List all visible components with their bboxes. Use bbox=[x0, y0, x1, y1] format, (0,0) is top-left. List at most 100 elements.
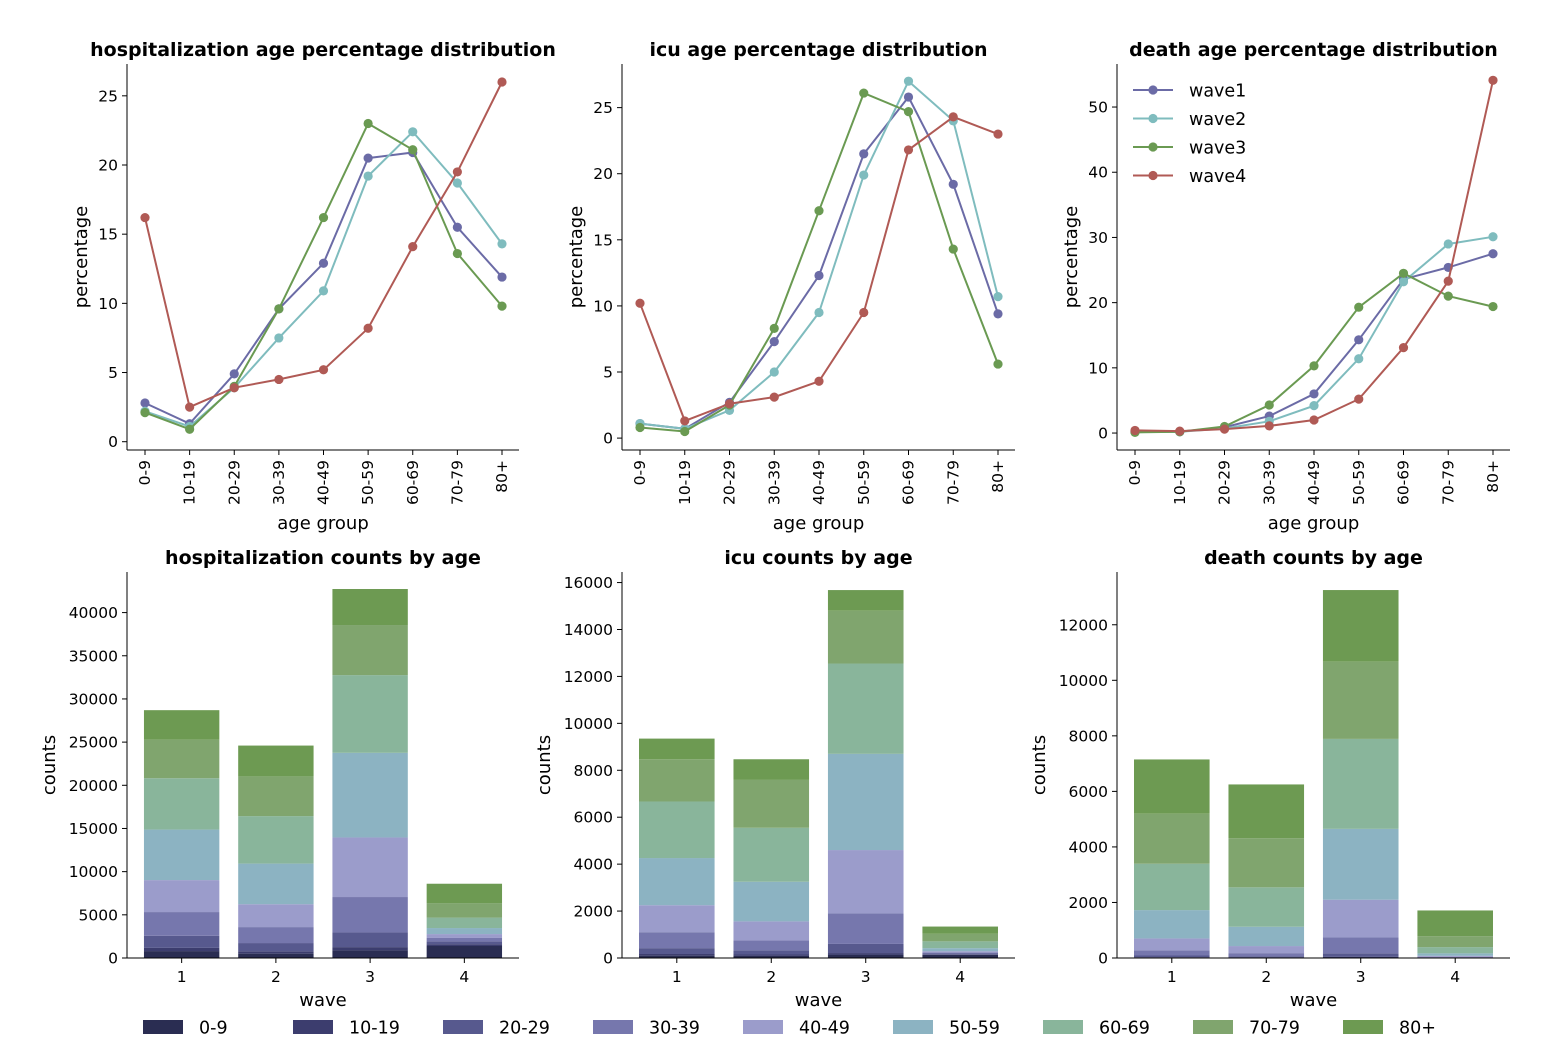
x-tick-label: 80+ bbox=[1484, 460, 1502, 493]
bar-segment-70-79 bbox=[733, 779, 810, 828]
y-axis-label: percentage bbox=[566, 206, 587, 308]
legend-label: 30-39 bbox=[649, 1019, 700, 1039]
y-tick-label: 16000 bbox=[564, 574, 613, 592]
data-point-wave3 bbox=[1354, 302, 1364, 312]
data-point-wave4 bbox=[1354, 394, 1364, 404]
legend-swatch bbox=[293, 1020, 333, 1034]
legend-marker bbox=[1148, 113, 1158, 124]
bar-segment-80+ bbox=[332, 589, 408, 626]
bar-segment-20-29 bbox=[1228, 956, 1305, 958]
data-point-wave1 bbox=[948, 179, 958, 189]
data-point-wave4 bbox=[769, 392, 779, 402]
y-tick-label: 4000 bbox=[1069, 838, 1108, 856]
x-tick-label: 0-9 bbox=[136, 460, 154, 485]
y-tick-label: 0 bbox=[603, 430, 613, 448]
y-tick-label: 10 bbox=[1088, 359, 1108, 377]
y-tick-label: 30000 bbox=[69, 690, 118, 708]
data-point-wave3 bbox=[274, 304, 284, 314]
bar-segment-80+ bbox=[922, 926, 998, 934]
x-tick-label: 2 bbox=[766, 968, 776, 986]
bar-segment-0-9 bbox=[827, 954, 904, 958]
y-tick-label: 40 bbox=[1088, 164, 1108, 182]
x-tick-label: 80+ bbox=[493, 460, 511, 493]
legend-label: 20-29 bbox=[499, 1019, 550, 1039]
x-tick-label: 30-39 bbox=[270, 460, 288, 505]
bar-segment-40-49 bbox=[639, 905, 715, 933]
data-point-wave1 bbox=[859, 149, 869, 159]
bar-segment-0-9 bbox=[332, 950, 408, 958]
bar-segment-40-49 bbox=[922, 951, 998, 953]
bar-segment-10-19 bbox=[426, 944, 503, 946]
legend-marker bbox=[1148, 170, 1158, 181]
y-tick-label: 0 bbox=[1098, 950, 1108, 968]
y-tick-label: 25 bbox=[98, 87, 118, 105]
bar-segment-0-9 bbox=[922, 954, 998, 958]
data-point-wave1 bbox=[363, 153, 373, 163]
y-tick-label: 8000 bbox=[574, 762, 613, 780]
legend-label: 0-9 bbox=[199, 1019, 228, 1039]
data-point-wave1 bbox=[1354, 335, 1364, 345]
data-point-wave4 bbox=[1130, 425, 1140, 436]
bar-segment-20-29 bbox=[238, 943, 314, 952]
y-tick-label: 35000 bbox=[69, 647, 118, 665]
bar-segment-80+ bbox=[1417, 910, 1493, 937]
data-point-wave1 bbox=[497, 272, 507, 282]
legend-label: 60-69 bbox=[1099, 1019, 1150, 1039]
x-tick-label: 3 bbox=[365, 968, 375, 986]
data-point-wave1 bbox=[229, 369, 239, 379]
data-point-wave4 bbox=[859, 307, 869, 318]
y-tick-label: 4000 bbox=[574, 856, 613, 874]
data-point-wave1 bbox=[140, 398, 150, 408]
bar-segment-40-49 bbox=[1134, 938, 1210, 951]
data-point-wave2 bbox=[1354, 354, 1364, 364]
y-tick-label: 10 bbox=[593, 297, 613, 315]
bar-segment-10-19 bbox=[238, 951, 314, 954]
bar-segment-70-79 bbox=[1228, 838, 1305, 888]
x-tick-label: 70-79 bbox=[944, 460, 962, 505]
data-point-wave2 bbox=[408, 127, 418, 137]
y-tick-label: 0 bbox=[1098, 425, 1108, 443]
x-tick-label: 20-29 bbox=[1216, 460, 1234, 505]
bar-segment-70-79 bbox=[332, 625, 408, 676]
bar-segment-50-59 bbox=[238, 863, 314, 905]
bar-segment-50-59 bbox=[827, 753, 904, 851]
data-point-wave1 bbox=[1488, 249, 1498, 259]
y-axis-label: percentage bbox=[71, 206, 92, 308]
data-point-wave4 bbox=[1219, 424, 1230, 434]
legend-swatch bbox=[1193, 1020, 1233, 1034]
x-tick-label: 1 bbox=[672, 968, 682, 986]
bar-segment-50-59 bbox=[1417, 953, 1493, 956]
data-point-wave3 bbox=[408, 145, 418, 155]
series-line-wave4 bbox=[639, 115, 999, 423]
y-tick-label: 5 bbox=[108, 364, 118, 382]
x-axis-label: age group bbox=[773, 513, 865, 534]
chart-panel-6: death counts by age 0 2000 4000 6000 8000 1000… bbox=[1029, 547, 1510, 1011]
data-point-wave3 bbox=[635, 422, 645, 433]
y-axis-label: counts bbox=[39, 735, 60, 795]
y-tick-label: 20000 bbox=[69, 777, 118, 795]
legend-label: 50-59 bbox=[949, 1019, 1000, 1039]
data-point-wave4 bbox=[948, 112, 958, 122]
y-tick-label: 20 bbox=[1088, 294, 1108, 312]
series-line-wave4 bbox=[144, 81, 503, 409]
data-point-wave2 bbox=[859, 170, 869, 180]
legend-swatch bbox=[893, 1020, 933, 1034]
series-line-wave2 bbox=[144, 130, 503, 428]
bar-segment-40-49 bbox=[426, 934, 503, 938]
chart-panel-3: death age percentage distribution 0 10 20 30… bbox=[1061, 39, 1510, 534]
data-point-wave2 bbox=[1309, 401, 1319, 411]
bar-segment-0-9 bbox=[426, 945, 503, 958]
y-tick-label: 6000 bbox=[1069, 783, 1108, 801]
x-tick-label: 20-29 bbox=[225, 460, 243, 505]
x-tick-label: 2 bbox=[271, 968, 281, 986]
bar-segment-30-39 bbox=[1228, 953, 1305, 957]
y-tick-label: 8000 bbox=[1069, 727, 1108, 745]
bar-segment-80+ bbox=[1322, 590, 1399, 662]
data-point-wave2 bbox=[1443, 239, 1453, 249]
x-tick-label: 60-69 bbox=[404, 460, 422, 505]
y-tick-label: 2000 bbox=[574, 903, 613, 921]
x-tick-label: 30-39 bbox=[1260, 460, 1278, 505]
y-tick-label: 5000 bbox=[79, 906, 118, 924]
chart-title: hospitalization age percentage distribut… bbox=[90, 39, 556, 61]
